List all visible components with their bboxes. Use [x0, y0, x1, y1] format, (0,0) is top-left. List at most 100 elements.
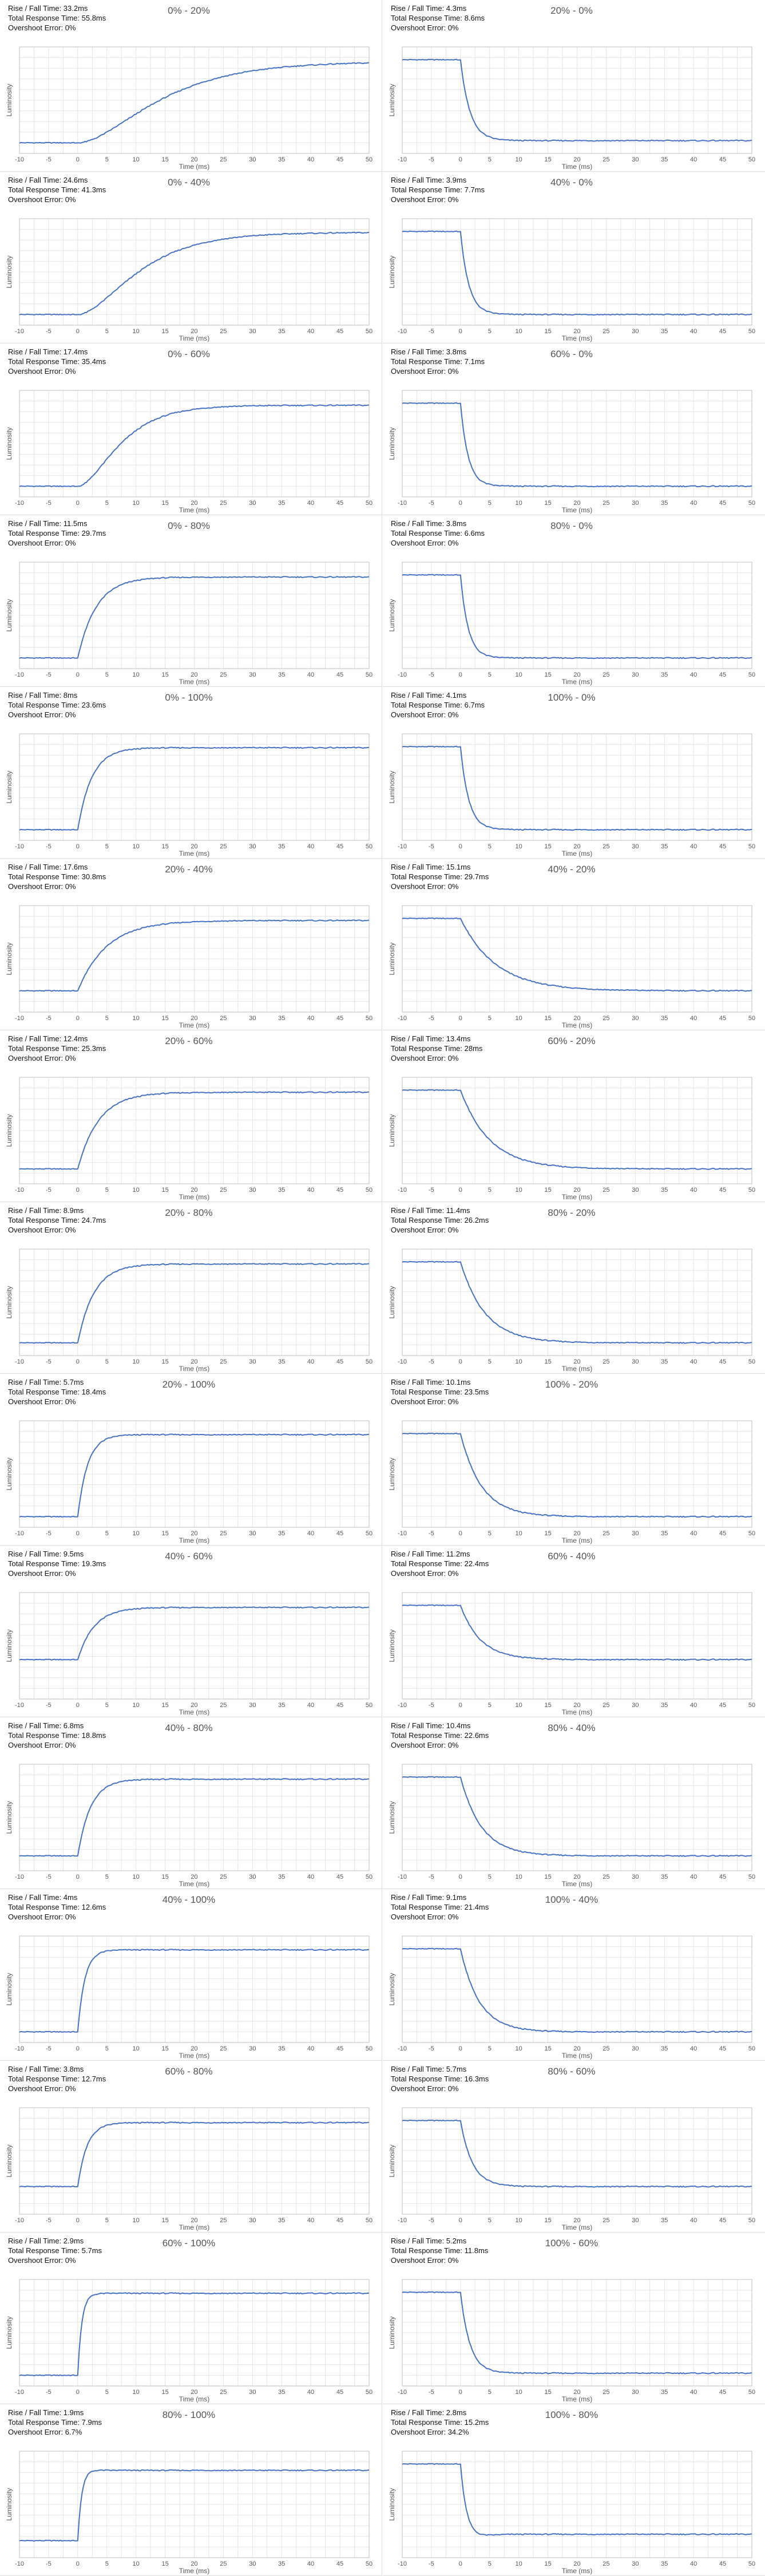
x-tick-label: 20 — [191, 2217, 197, 2224]
x-tick-label: 35 — [661, 2217, 668, 2224]
x-tick-label: -10 — [15, 1702, 24, 1709]
x-tick-label: 15 — [544, 328, 551, 335]
x-tick-label: 25 — [603, 1015, 609, 1022]
x-tick-label: 45 — [719, 843, 726, 850]
x-tick-label: 20 — [573, 2561, 580, 2567]
x-tick-label: 45 — [719, 1702, 726, 1709]
overshoot-error-text: Overshoot Error: 0% — [8, 882, 76, 891]
x-tick-label: 50 — [748, 2561, 755, 2567]
chart-panel: Rise / Fall Time: 15.1ms Total Response T… — [383, 859, 765, 1030]
x-tick-label: 30 — [632, 2561, 639, 2567]
chart-panel: Rise / Fall Time: 5.7ms Total Response Ti… — [383, 2061, 765, 2233]
x-tick-label: 50 — [366, 843, 372, 850]
overshoot-error-text: Overshoot Error: 0% — [8, 1569, 76, 1578]
x-tick-label: -10 — [15, 1015, 24, 1022]
plot-frame — [402, 2279, 752, 2387]
x-tick-label: 50 — [366, 1530, 372, 1537]
x-tick-label: 30 — [249, 671, 256, 678]
line-chart: -10 -5 0 5 10 15 20 25 30 35 40 45 50 Time (ms) Lumino… — [388, 1420, 755, 1544]
x-tick-label: 15 — [161, 843, 168, 850]
x-tick-label: 15 — [544, 500, 551, 507]
x-tick-label: 15 — [544, 1015, 551, 1022]
chart-metrics: Rise / Fall Time: 5.2ms Total Response Ti… — [391, 2236, 488, 2265]
chart-panel: Rise / Fall Time: 13.4ms Total Response T… — [383, 1030, 765, 1202]
overshoot-error-text: Overshoot Error: 0% — [391, 882, 459, 891]
chart-title: 60% - 0% — [550, 349, 593, 359]
luminosity-series-line — [402, 1947, 752, 2033]
plot-frame — [19, 1077, 370, 1184]
line-chart: -10 -5 0 5 10 15 20 25 30 35 40 45 50 Time (ms) Lumino… — [5, 562, 372, 686]
overshoot-error-text: Overshoot Error: 0% — [8, 1913, 76, 1921]
x-axis-label: Time (ms) — [562, 850, 593, 858]
luminosity-series-line — [402, 745, 752, 831]
x-tick-label: 0 — [76, 671, 80, 678]
plot-frame — [19, 1249, 370, 1356]
x-tick-label: 35 — [278, 2561, 285, 2567]
overshoot-error-text: Overshoot Error: 0% — [8, 2084, 76, 2093]
x-tick-label: -5 — [429, 1874, 434, 1880]
chart-panel: Rise / Fall Time: 3.8ms Total Response Ti… — [0, 2061, 382, 2233]
y-axis-label: Luminosity — [388, 2488, 396, 2520]
chart-panel: Rise / Fall Time: 5.7ms Total Response Ti… — [0, 1374, 382, 1546]
y-axis-label: Luminosity — [388, 2144, 396, 2177]
x-tick-label: 5 — [488, 1187, 491, 1194]
x-tick-label: 25 — [220, 1358, 227, 1365]
overshoot-error-text: Overshoot Error: 0% — [391, 710, 459, 719]
x-tick-label: 40 — [307, 2561, 314, 2567]
chart-title: 80% - 0% — [550, 520, 593, 531]
x-tick-label: 15 — [161, 2217, 168, 2224]
chart-metrics: Rise / Fall Time: 9.5ms Total Response Ti… — [8, 1549, 106, 1578]
y-axis-label: Luminosity — [5, 599, 13, 631]
x-tick-label: 10 — [516, 1358, 522, 1365]
x-tick-label: 30 — [632, 500, 639, 507]
rise-fall-time-text: Rise / Fall Time: 12.4ms — [8, 1034, 88, 1043]
x-tick-label: 35 — [278, 1874, 285, 1880]
overshoot-error-text: Overshoot Error: 0% — [8, 2256, 76, 2265]
x-tick-label: 5 — [105, 1530, 109, 1537]
overshoot-error-text: Overshoot Error: 6.7% — [8, 2428, 82, 2436]
rise-fall-time-text: Rise / Fall Time: 3.8ms — [8, 2065, 84, 2073]
x-tick-label: 50 — [366, 2045, 372, 2052]
x-axis-label: Time (ms) — [562, 2052, 593, 2060]
x-tick-label: -5 — [46, 1187, 51, 1194]
x-tick-label: 5 — [105, 156, 109, 163]
chart-metrics: Rise / Fall Time: 15.1ms Total Response T… — [391, 862, 489, 891]
x-tick-label: 5 — [105, 2217, 109, 2224]
x-tick-label: 50 — [366, 328, 372, 335]
x-tick-label: 45 — [336, 1874, 343, 1880]
x-tick-label: 50 — [748, 2045, 755, 2052]
rise-fall-time-text: Rise / Fall Time: 9.1ms — [391, 1893, 467, 1902]
chart-title: 80% - 100% — [162, 2409, 216, 2420]
x-tick-label: 20 — [191, 1530, 197, 1537]
x-tick-label: -10 — [15, 2045, 24, 2052]
x-axis-label: Time (ms) — [179, 850, 210, 858]
x-tick-label: 5 — [488, 156, 491, 163]
x-tick-label: -5 — [429, 1530, 434, 1537]
chart-title: 40% - 60% — [165, 1551, 213, 1562]
x-tick-label: 5 — [105, 671, 109, 678]
x-tick-label: 45 — [719, 1358, 726, 1365]
plot-frame — [402, 390, 752, 497]
x-tick-label: -10 — [15, 1358, 24, 1365]
x-tick-label: 30 — [632, 2389, 639, 2396]
plot-frame — [19, 46, 370, 154]
x-tick-label: 45 — [336, 2561, 343, 2567]
x-tick-label: 30 — [249, 2217, 256, 2224]
x-tick-label: 0 — [76, 1358, 80, 1365]
x-tick-label: 50 — [366, 1015, 372, 1022]
rise-fall-time-text: Rise / Fall Time: 5.7ms — [8, 1378, 84, 1386]
x-tick-label: 5 — [488, 1358, 491, 1365]
line-chart: -10 -5 0 5 10 15 20 25 30 35 40 45 50 Time (ms) Lumino… — [388, 905, 755, 1029]
chart-panel: Rise / Fall Time: 4ms Total Response Time… — [0, 1889, 382, 2061]
x-tick-label: 40 — [307, 2217, 314, 2224]
plot-frame — [402, 1592, 752, 1700]
chart-metrics: Rise / Fall Time: 17.6ms Total Response T… — [8, 862, 106, 891]
x-tick-label: 50 — [748, 1530, 755, 1537]
chart-panel: Rise / Fall Time: 8ms Total Response Time… — [0, 687, 382, 859]
x-tick-label: 0 — [76, 1187, 80, 1194]
line-chart: -10 -5 0 5 10 15 20 25 30 35 40 45 50 Time (ms) Lumino… — [388, 562, 755, 686]
x-tick-label: 20 — [191, 1874, 197, 1880]
x-tick-label: 20 — [573, 671, 580, 678]
x-tick-label: 0 — [459, 1874, 462, 1880]
y-axis-label: Luminosity — [5, 84, 13, 116]
